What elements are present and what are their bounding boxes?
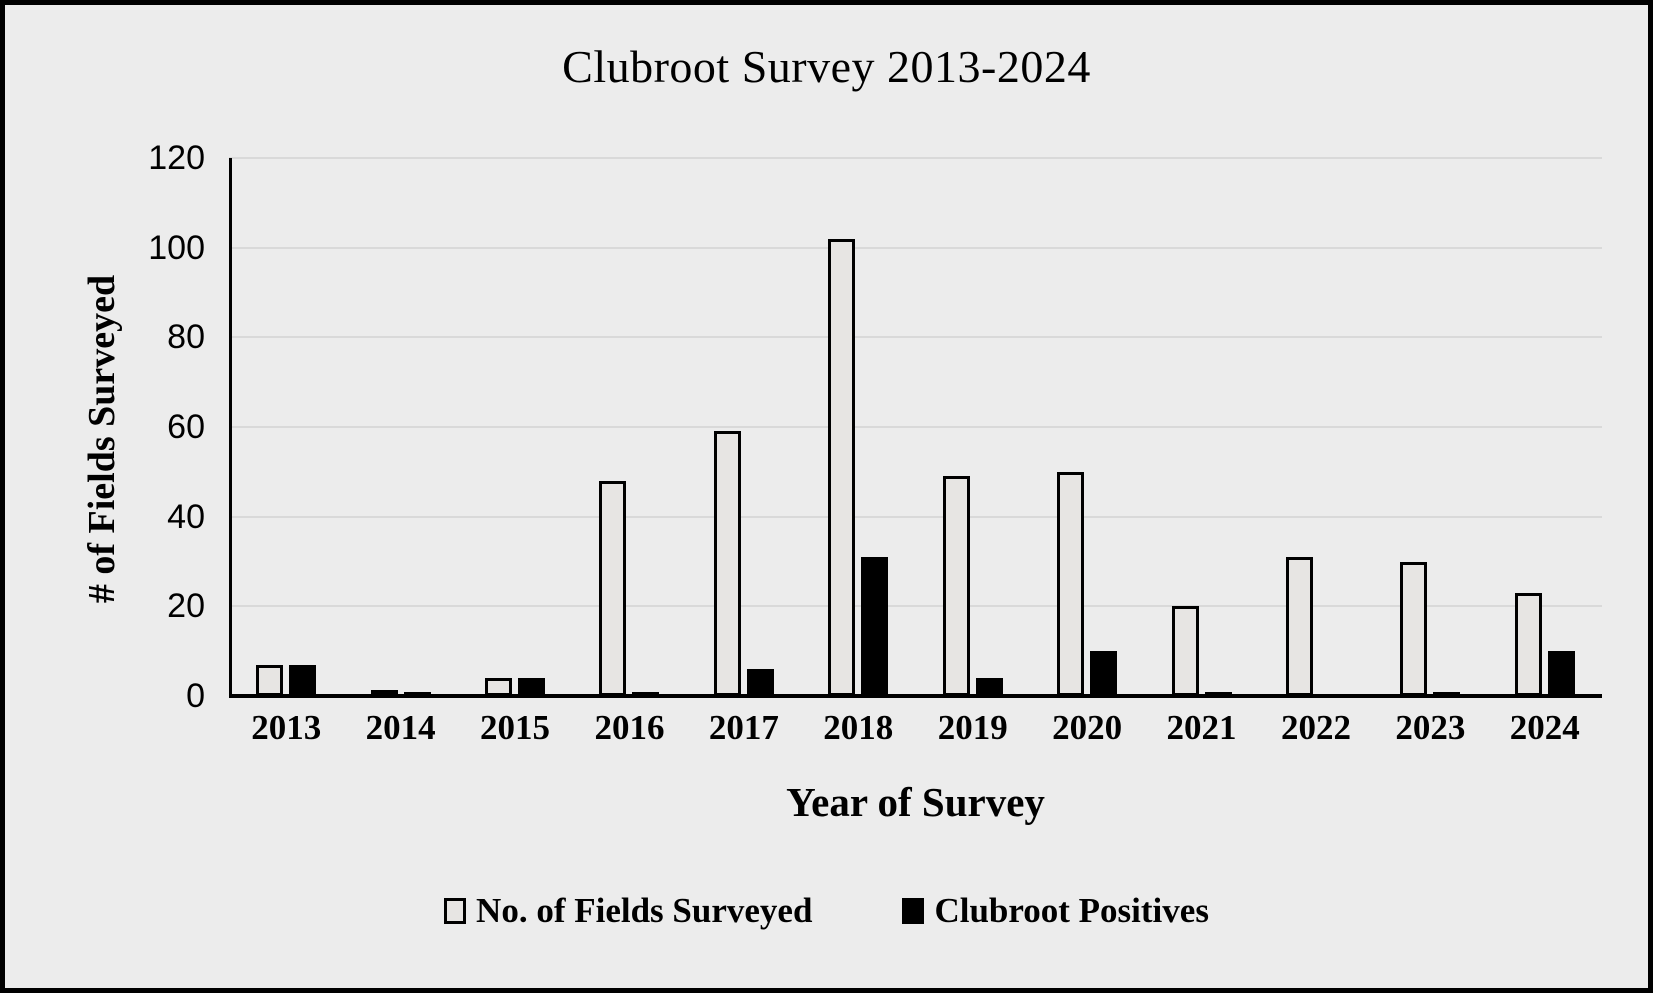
bar-clubroot-positives-2023: [1433, 691, 1461, 696]
bar-clubroot-positives-2017: [746, 669, 774, 696]
bar-fields-surveyed-2019: [942, 476, 970, 696]
bar-fields-surveyed-2024: [1514, 592, 1542, 696]
bar-clubroot-positives-2021: [1204, 691, 1232, 696]
legend-item-clubroot-positives: Clubroot Positives: [902, 893, 1209, 928]
gridline-y-40: [229, 515, 1602, 518]
x-tick-label-2022: 2022: [1280, 708, 1351, 747]
gridline-y-60: [229, 426, 1602, 428]
clubroot-positives-swatch-icon: [902, 897, 925, 924]
x-axis-line: [229, 694, 1602, 698]
y-tick-label-80: 80: [167, 318, 205, 357]
bar-fields-surveyed-2021: [1171, 606, 1199, 696]
x-tick-label-2017: 2017: [708, 708, 779, 747]
bar-clubroot-positives-2024: [1547, 651, 1575, 696]
legend: No. of Fields Surveyed Clubroot Positive…: [60, 893, 1593, 928]
bar-clubroot-positives-2020: [1090, 651, 1118, 696]
y-axis-line: [229, 158, 232, 696]
x-tick-label-2024: 2024: [1509, 708, 1580, 747]
legend-label-fields-surveyed: No. of Fields Surveyed: [476, 891, 813, 930]
bar-fields-surveyed-2022: [1285, 557, 1313, 696]
y-tick-label-60: 60: [167, 408, 205, 446]
x-tick-label-2023: 2023: [1395, 708, 1466, 747]
x-tick-label-2019: 2019: [937, 708, 1008, 747]
x-axis-title: Year of Survey: [786, 779, 1045, 825]
bar-fields-surveyed-2016: [599, 480, 627, 696]
x-tick-label-2016: 2016: [594, 708, 665, 747]
legend-label-clubroot-positives: Clubroot Positives: [934, 891, 1209, 930]
bar-clubroot-positives-2016: [632, 691, 660, 696]
bar-fields-surveyed-2013: [256, 664, 284, 696]
x-tick-label-2013: 2013: [251, 708, 322, 747]
x-tick-label-2021: 2021: [1166, 708, 1237, 747]
y-tick-label-20: 20: [167, 587, 205, 626]
legend-item-fields-surveyed: No. of Fields Surveyed: [444, 893, 812, 928]
y-tick-label-100: 100: [148, 228, 205, 267]
x-tick-label-2018: 2018: [823, 708, 894, 747]
y-tick-label-40: 40: [167, 497, 205, 536]
gridline-y-100: [229, 246, 1602, 249]
y-tick-label-120: 120: [148, 139, 205, 177]
gridline-y-120: [229, 157, 1602, 159]
gridline-y-20: [229, 605, 1602, 608]
bar-fields-surveyed-2017: [713, 431, 741, 696]
bar-clubroot-positives-2018: [861, 557, 889, 696]
y-tick-label-0: 0: [186, 677, 205, 715]
plot-area: [229, 157, 1602, 698]
bar-clubroot-positives-2015: [518, 678, 546, 696]
gridline-y-80: [229, 336, 1602, 339]
fields-surveyed-swatch-icon: [444, 897, 467, 924]
chart-title: Clubroot Survey 2013-2024: [562, 41, 1091, 92]
x-tick-label-2020: 2020: [1052, 708, 1123, 747]
x-tick-label-2014: 2014: [365, 708, 436, 747]
bar-clubroot-positives-2014: [403, 691, 431, 696]
bar-clubroot-positives-2013: [289, 664, 317, 696]
bar-fields-surveyed-2023: [1400, 561, 1428, 696]
bar-clubroot-positives-2019: [975, 678, 1003, 696]
bar-fields-surveyed-2020: [1057, 471, 1085, 696]
x-tick-label-2015: 2015: [480, 708, 551, 747]
bar-fields-surveyed-2018: [828, 238, 856, 696]
